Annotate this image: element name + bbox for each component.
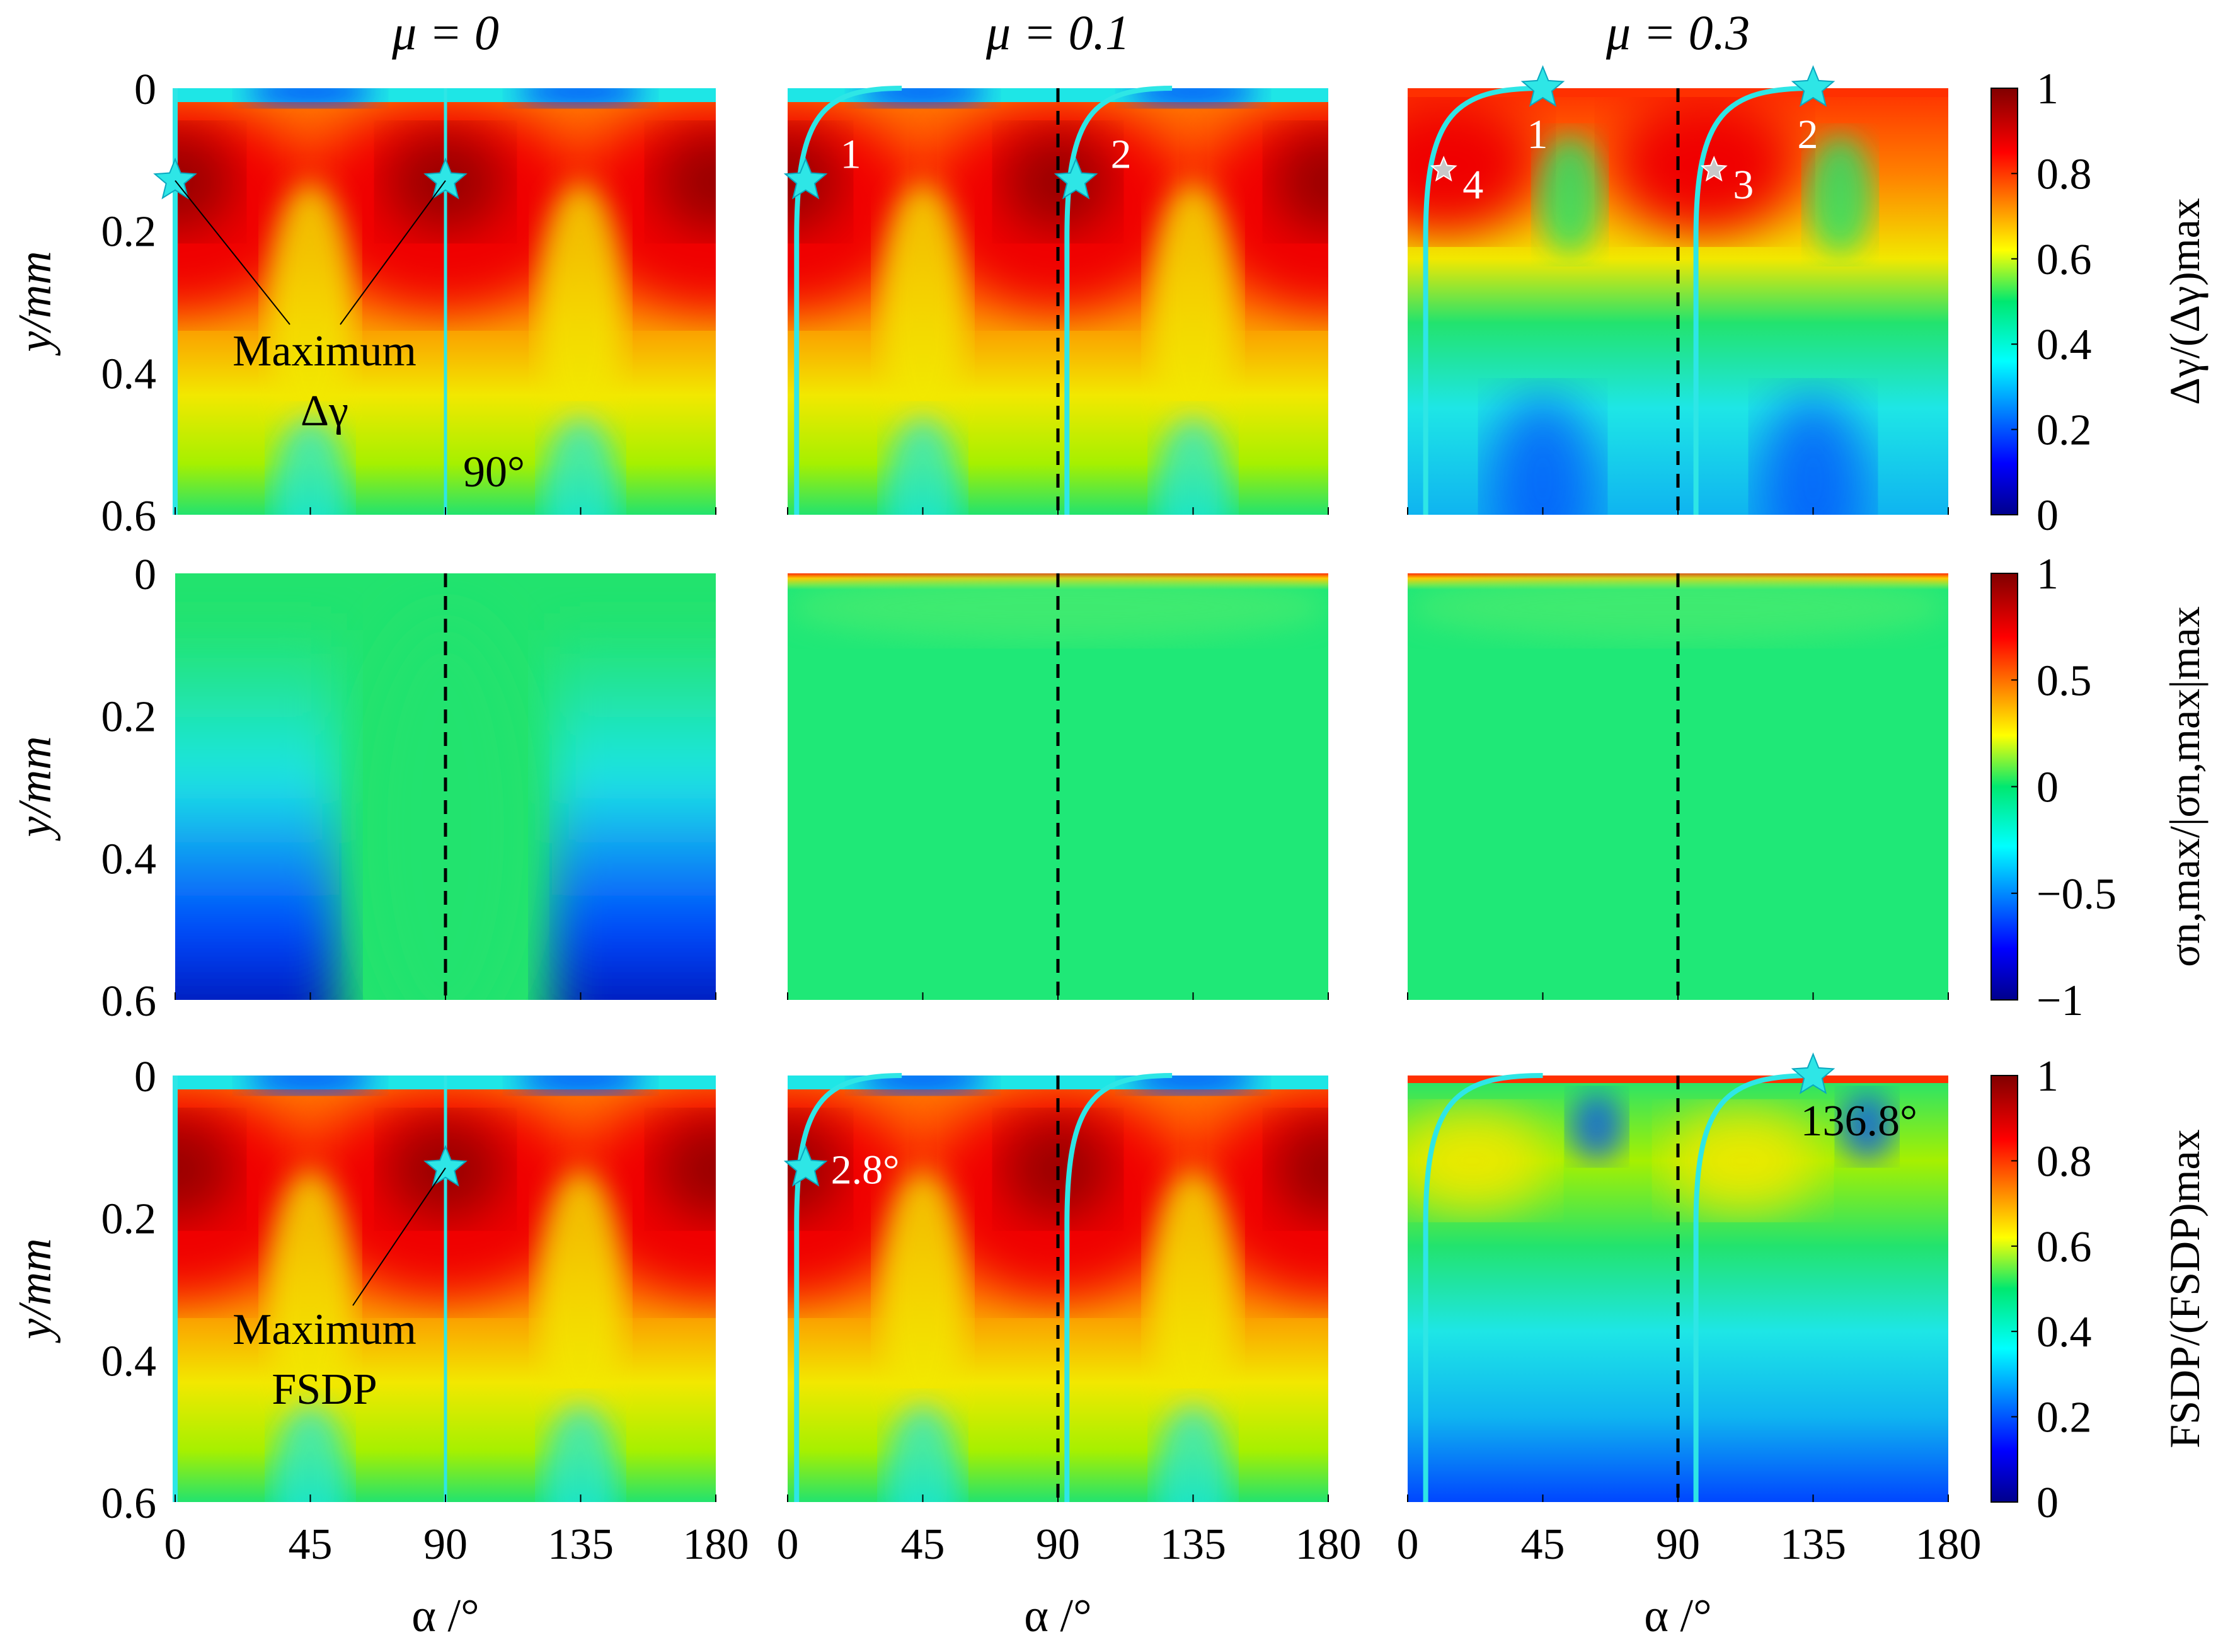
x-tick-label: 45 [901, 1520, 945, 1569]
y-tick-label: 0.2 [101, 693, 157, 742]
trajectory-curve [794, 86, 902, 515]
x-tick-label: 90 [1656, 1520, 1700, 1569]
star-marker [1054, 158, 1098, 200]
x-tick-label: 135 [548, 1520, 614, 1569]
colorbar-tick-label: 1 [2036, 550, 2059, 599]
x-tick-label: 45 [289, 1520, 333, 1569]
trajectory-curve [1423, 1073, 1543, 1502]
star-marker-gray [1430, 156, 1457, 181]
y-axis-label: y/mm [9, 1238, 61, 1343]
column-title: μ = 0.1 [985, 5, 1130, 60]
y-tick-label: 0.4 [101, 350, 157, 398]
star-marker [1520, 65, 1565, 107]
star-marker [1791, 1052, 1835, 1094]
colorbar-label: σn,max/|σn,max|max [2161, 606, 2209, 967]
star-marker [423, 158, 468, 200]
star-marker [1791, 65, 1835, 107]
marker-label: 3 [1733, 162, 1754, 208]
y-tick-label: 0.6 [101, 1479, 157, 1528]
colorbar-tick-label: 0.2 [2036, 406, 2092, 455]
annotation-90deg: 90° [463, 448, 525, 496]
y-tick-label: 0.4 [101, 835, 157, 883]
y-tick-label: 0.6 [101, 492, 157, 541]
colorbar-tick-label: 0.6 [2036, 1223, 2092, 1271]
x-tick-label: 180 [1916, 1520, 1982, 1569]
x-axis-label: α /° [411, 1590, 479, 1642]
y-axis-label: y/mm [9, 736, 61, 841]
star-marker-gray [1700, 156, 1728, 181]
colorbar-tick-label: 0.4 [2036, 1308, 2092, 1357]
trajectory-curve [1693, 86, 1813, 515]
colorbar-tick-label: 0.8 [2036, 150, 2092, 198]
leader-line [175, 180, 290, 325]
marker-label: 136.8° [1801, 1097, 1918, 1145]
y-tick-label: 0.2 [101, 208, 157, 256]
y-tick-label: 0.4 [101, 1337, 157, 1385]
x-tick-label: 0 [164, 1520, 187, 1569]
y-axis-label: y/mm [9, 251, 61, 356]
colorbar-label: Δγ/(Δγ)max [2161, 198, 2209, 405]
marker-label: 2 [1798, 112, 1818, 158]
colorbar [1990, 1075, 2018, 1503]
y-tick-label: 0 [134, 1053, 156, 1101]
x-axis-label: α /° [1024, 1590, 1091, 1642]
colorbar-tick-label: 0 [2036, 491, 2059, 540]
leader-line [340, 180, 446, 325]
marker-label: 2.8° [831, 1147, 900, 1193]
colorbar-tick-label: 0.4 [2036, 321, 2092, 369]
marker-label: 1 [841, 132, 861, 178]
marker-label: 4 [1462, 162, 1483, 208]
colorbar-tick-label: 1 [2036, 65, 2059, 113]
marker-label: 2 [1111, 132, 1132, 178]
star-marker [783, 1145, 828, 1187]
colorbar-tick-label: 1 [2036, 1052, 2059, 1101]
colorbar-tick-label: −0.5 [2036, 870, 2117, 919]
star-marker [153, 158, 197, 200]
trajectory-curve [1693, 1073, 1813, 1502]
x-tick-label: 135 [1780, 1520, 1846, 1569]
x-tick-label: 90 [423, 1520, 468, 1569]
x-tick-label: 90 [1036, 1520, 1080, 1569]
trajectory-curve [1423, 86, 1543, 515]
colorbar-label: FSDP/(FSDP)max [2161, 1129, 2209, 1448]
leader-line [352, 1167, 446, 1306]
x-tick-label: 180 [683, 1520, 749, 1569]
trajectory-curve [1064, 86, 1173, 515]
y-tick-label: 0.6 [101, 977, 157, 1026]
star-marker [423, 1145, 468, 1187]
colorbar [1990, 88, 2018, 515]
x-tick-label: 0 [777, 1520, 799, 1569]
colorbar-tick-label: 0.5 [2036, 657, 2092, 705]
column-title: μ = 0 [391, 5, 499, 60]
y-tick-label: 0.2 [101, 1195, 157, 1244]
colorbar-tick-label: 0 [2036, 1479, 2059, 1527]
y-tick-label: 0 [134, 551, 156, 599]
annotation-fsdp: FSDP [272, 1365, 377, 1414]
colorbar-tick-label: 0.6 [2036, 236, 2092, 284]
annotation-delta-gamma: Δγ [301, 387, 348, 435]
x-tick-label: 45 [1521, 1520, 1565, 1569]
marker-label: 1 [1527, 112, 1548, 158]
colorbar-tick-label: 0.2 [2036, 1394, 2092, 1442]
x-tick-label: 0 [1397, 1520, 1419, 1569]
overlay-layer: 1 2 1 2342.8°136.8°MaximumΔγ90°MaximumFSDPμ… [9, 5, 2209, 1642]
trajectory-curve [794, 1073, 902, 1502]
y-tick-label: 0 [134, 66, 156, 114]
annotation-maximum: Maximum [233, 327, 416, 376]
colorbar-tick-label: 0 [2036, 764, 2059, 812]
trajectory-curve [1064, 1073, 1173, 1502]
x-axis-label: α /° [1644, 1590, 1711, 1642]
annotation-maximum: Maximum [233, 1305, 416, 1354]
colorbar-tick-label: −1 [2036, 977, 2083, 1025]
x-tick-label: 180 [1295, 1520, 1362, 1569]
colorbar-tick-label: 0.8 [2036, 1137, 2092, 1186]
x-tick-label: 135 [1160, 1520, 1226, 1569]
star-marker [783, 158, 828, 200]
column-title: μ = 0.3 [1605, 5, 1750, 60]
